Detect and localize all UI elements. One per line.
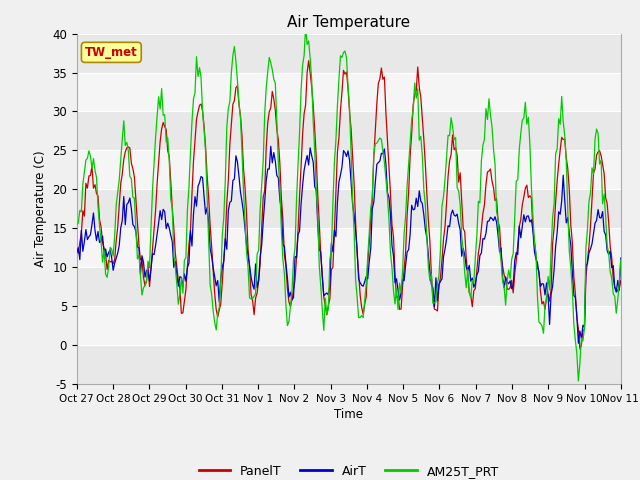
Bar [77, 189, 621, 228]
Bar [77, 345, 621, 384]
Bar [77, 34, 621, 72]
Bar [77, 72, 621, 111]
Title: Air Temperature: Air Temperature [287, 15, 410, 30]
Bar [77, 150, 621, 189]
X-axis label: Time: Time [334, 408, 364, 421]
Bar [77, 228, 621, 267]
Text: TW_met: TW_met [85, 46, 138, 59]
Bar [77, 267, 621, 306]
Legend: PanelT, AirT, AM25T_PRT: PanelT, AirT, AM25T_PRT [194, 460, 504, 480]
Y-axis label: Air Temperature (C): Air Temperature (C) [34, 151, 47, 267]
Bar [77, 111, 621, 150]
Bar [77, 306, 621, 345]
